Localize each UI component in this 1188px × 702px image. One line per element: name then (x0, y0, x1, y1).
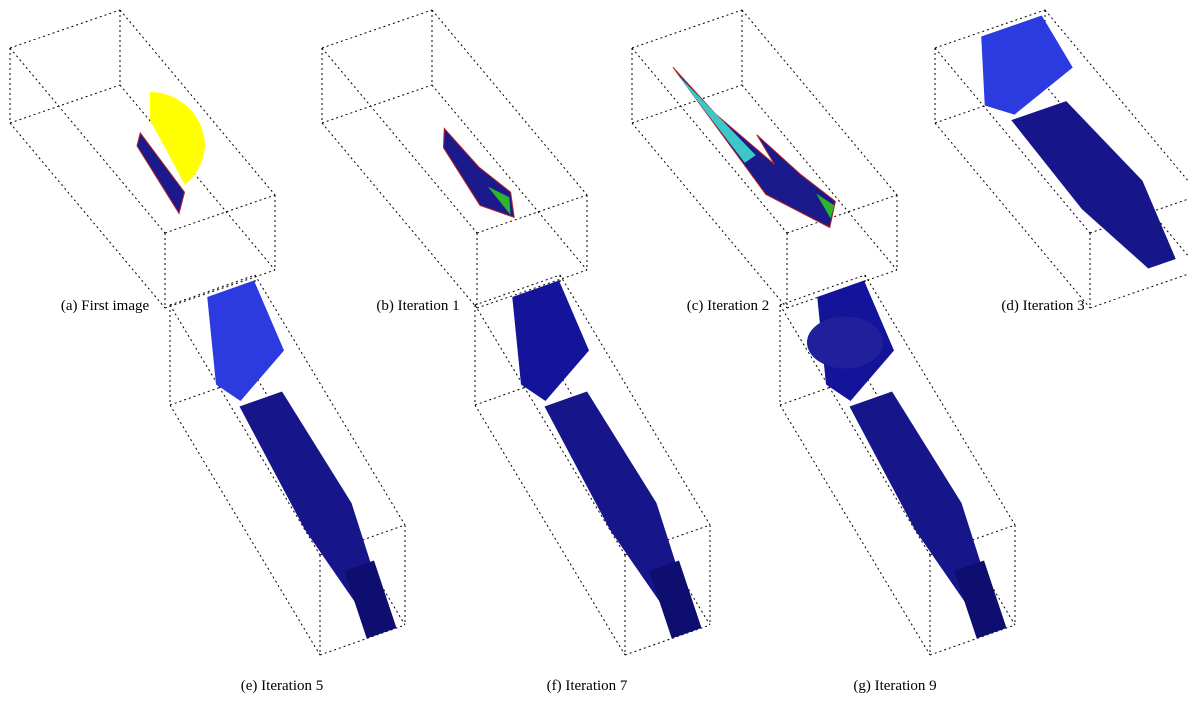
box-edge (1090, 270, 1188, 308)
box-edge (432, 85, 587, 270)
caption-label: (d) (1001, 298, 1019, 314)
caption-label: (c) (687, 298, 704, 314)
box-edge (632, 123, 787, 308)
voxel-region (207, 281, 284, 402)
caption: (b) Iteration 1 (376, 298, 459, 314)
caption-label: (a) (61, 298, 78, 314)
caption-label: (b) (376, 298, 394, 314)
caption-text: Iteration 3 (1023, 298, 1085, 314)
subfigure: (g) Iteration 9 (780, 275, 1015, 694)
caption-label: (g) (853, 678, 871, 694)
caption-text: Iteration 2 (707, 298, 769, 314)
box-edge (632, 10, 742, 48)
caption-label: (e) (241, 678, 258, 694)
caption-label: (f) (547, 678, 562, 694)
box-edge (10, 85, 120, 123)
box-edge (10, 10, 120, 48)
voxel-region (807, 317, 883, 369)
subfigure: (e) Iteration 5 (170, 275, 405, 694)
caption: (f) Iteration 7 (547, 678, 628, 694)
voxel-region (954, 561, 1006, 639)
subfigure: (b) Iteration 1 (322, 10, 587, 314)
caption: (d) Iteration 3 (1001, 298, 1084, 314)
box-edge (322, 10, 432, 48)
caption-text: Iteration 7 (565, 678, 628, 694)
voxel-region (512, 281, 589, 402)
voxel-region (344, 561, 396, 639)
subfigure: (a) First image (10, 10, 275, 314)
box-edge (322, 85, 432, 123)
caption-text: First image (81, 298, 149, 314)
caption: (c) Iteration 2 (687, 298, 769, 314)
subfigure: (d) Iteration 3 (935, 10, 1188, 314)
voxel-region (673, 67, 835, 227)
voxel-region (1011, 101, 1176, 268)
subfigure: (c) Iteration 2 (632, 10, 897, 314)
caption-text: Iteration 5 (261, 678, 323, 694)
box-edge (632, 85, 742, 123)
box-edge (120, 85, 275, 270)
caption: (e) Iteration 5 (241, 678, 323, 694)
voxel-region (981, 16, 1073, 115)
figure: (a) First image (b) Iteration 1 (c) Iterat… (0, 0, 1188, 702)
voxel-region (649, 561, 701, 639)
voxel-region (677, 74, 756, 162)
caption-text: Iteration 1 (398, 298, 460, 314)
subfigure: (f) Iteration 7 (475, 275, 710, 694)
caption: (a) First image (61, 298, 150, 314)
caption-text: Iteration 9 (875, 678, 937, 694)
caption: (g) Iteration 9 (853, 678, 936, 694)
